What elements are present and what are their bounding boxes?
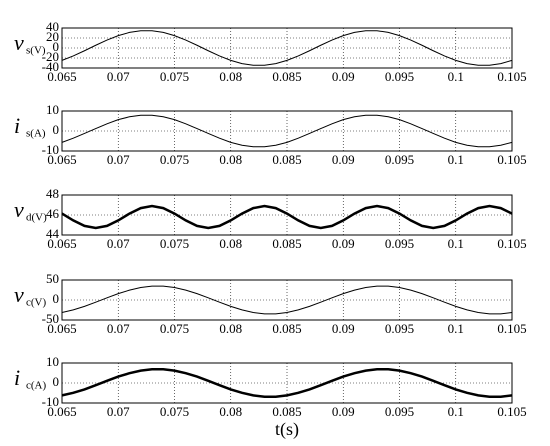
y-axis-label-sub: d(V) <box>26 212 47 224</box>
x-axis-label: t(s) <box>275 419 299 440</box>
x-tick-label: 0.09 <box>332 236 355 251</box>
x-tick-label: 0.09 <box>332 69 355 84</box>
y-axis-label: i <box>14 113 20 138</box>
data-line <box>61 285 513 315</box>
x-tick-label: 0.095 <box>385 152 414 167</box>
plot-frame <box>61 362 513 404</box>
x-tick-label: 0.075 <box>160 404 189 419</box>
x-tick-label: 0.095 <box>385 404 414 419</box>
x-tick-label: 0.085 <box>272 152 301 167</box>
x-tick-label: 0.1 <box>448 404 464 419</box>
x-tick-label: 0.075 <box>160 321 189 336</box>
plot-frame <box>61 279 513 321</box>
data-line <box>61 114 513 148</box>
plot-frame <box>61 27 513 69</box>
y-tick-label: 44 <box>46 226 60 241</box>
y-axis-label-sub: s(A) <box>26 128 46 140</box>
y-tick-label: -40 <box>42 59 59 74</box>
x-tick-label: 0.09 <box>332 152 355 167</box>
x-tick-label: 0.08 <box>219 236 242 251</box>
y-tick-label: 46 <box>46 206 60 221</box>
x-tick-label: 0.065 <box>47 152 76 167</box>
y-tick-label: 0 <box>53 291 60 306</box>
plot-frame <box>61 110 513 152</box>
y-axis-label-sub: c(V) <box>26 297 46 309</box>
y-tick-label: -10 <box>42 394 59 409</box>
x-tick-label: 0.1 <box>448 321 464 336</box>
x-tick-label: 0.105 <box>497 152 526 167</box>
y-tick-label: 40 <box>46 19 59 34</box>
data-line <box>61 367 513 399</box>
y-axis-label: i <box>14 365 20 390</box>
x-tick-label: 0.08 <box>219 152 242 167</box>
x-tick-label: 0.1 <box>448 152 464 167</box>
plot-frame <box>61 194 513 236</box>
data-line <box>61 30 513 66</box>
x-tick-label: 0.095 <box>385 236 414 251</box>
x-tick-label: 0.105 <box>497 404 526 419</box>
y-tick-label: -10 <box>42 142 59 157</box>
x-tick-label: 0.095 <box>385 69 414 84</box>
x-tick-label: 0.065 <box>47 69 76 84</box>
x-tick-label: 0.1 <box>448 236 464 251</box>
y-axis-label-sub: c(A) <box>26 380 46 392</box>
y-tick-label: 0 <box>53 122 60 137</box>
x-tick-label: 0.09 <box>332 321 355 336</box>
y-axis-label-sub: s(V) <box>26 45 46 57</box>
y-tick-label: 0 <box>53 374 60 389</box>
y-tick-label: -20 <box>42 49 59 64</box>
x-tick-label: 0.08 <box>219 404 242 419</box>
x-tick-label: 0.08 <box>219 69 242 84</box>
x-tick-label: 0.085 <box>272 321 301 336</box>
x-tick-label: 0.075 <box>160 69 189 84</box>
y-axis-label: v <box>14 197 24 222</box>
x-tick-label: 0.065 <box>47 321 76 336</box>
x-tick-label: 0.095 <box>385 321 414 336</box>
x-tick-label: 0.07 <box>107 404 130 419</box>
x-tick-label: 0.105 <box>497 236 526 251</box>
x-tick-label: 0.065 <box>47 236 76 251</box>
y-tick-label: -50 <box>42 311 59 326</box>
x-tick-label: 0.085 <box>272 69 301 84</box>
y-tick-label: 0 <box>53 39 60 54</box>
y-tick-label: 20 <box>46 29 59 44</box>
x-tick-label: 0.09 <box>332 404 355 419</box>
x-tick-label: 0.105 <box>497 69 526 84</box>
y-tick-label: 48 <box>46 186 59 201</box>
y-tick-label: 50 <box>46 271 59 286</box>
y-axis-label: v <box>14 282 24 307</box>
x-tick-label: 0.07 <box>107 321 130 336</box>
x-tick-label: 0.075 <box>160 236 189 251</box>
x-tick-label: 0.065 <box>47 404 76 419</box>
x-tick-label: 0.07 <box>107 152 130 167</box>
x-tick-label: 0.1 <box>448 69 464 84</box>
y-tick-label: 10 <box>46 102 59 117</box>
x-tick-label: 0.08 <box>219 321 242 336</box>
y-axis-label: v <box>14 30 24 55</box>
x-tick-label: 0.105 <box>497 321 526 336</box>
x-tick-label: 0.07 <box>107 236 130 251</box>
x-tick-label: 0.075 <box>160 152 189 167</box>
data-line <box>61 204 513 230</box>
y-tick-label: 10 <box>46 354 59 369</box>
x-tick-label: 0.07 <box>107 69 130 84</box>
x-tick-label: 0.085 <box>272 236 301 251</box>
x-tick-label: 0.085 <box>272 404 301 419</box>
